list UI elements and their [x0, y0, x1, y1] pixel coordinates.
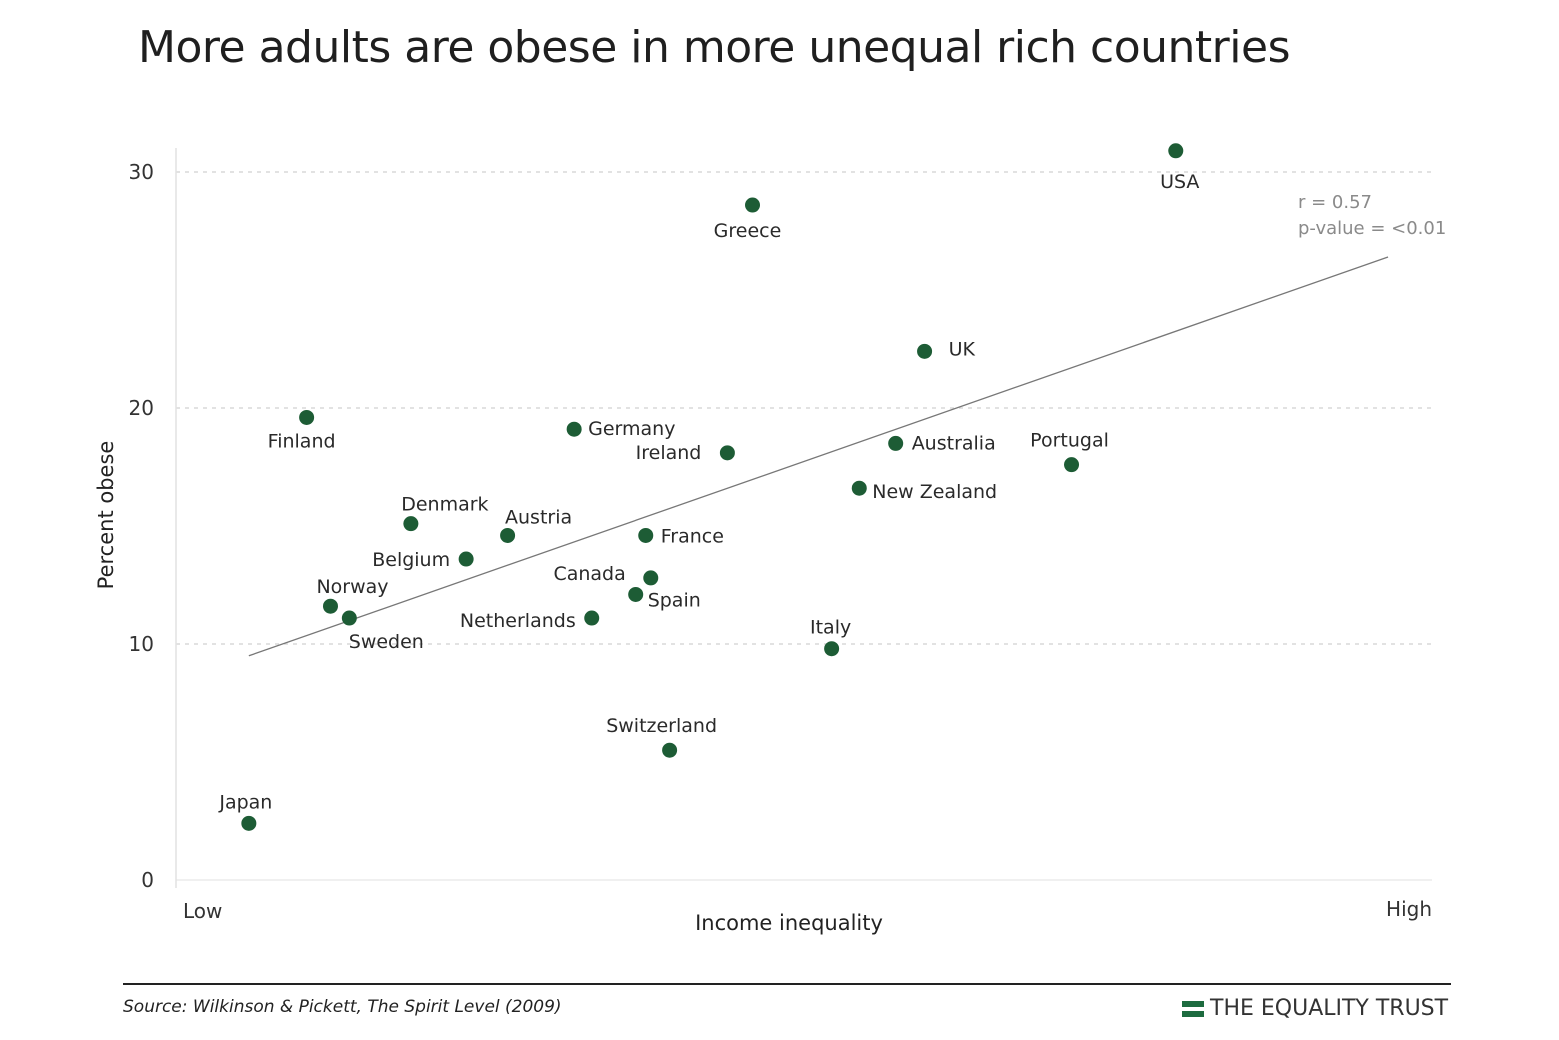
point-new-zealand	[851, 480, 867, 496]
x-axis-title: Income inequality	[695, 911, 883, 935]
point-italy	[824, 641, 840, 657]
point-label-netherlands: Netherlands	[460, 610, 576, 632]
point-label-switzerland: Switzerland	[606, 715, 717, 737]
point-denmark	[403, 516, 419, 532]
point-finland	[299, 409, 315, 425]
stat-p-label: p-value = <0.01	[1298, 218, 1446, 239]
point-france	[638, 527, 654, 543]
point-label-usa: USA	[1160, 171, 1199, 193]
chart-title: More adults are obese in more unequal ri…	[138, 22, 1291, 73]
point-label-portugal: Portugal	[1030, 430, 1109, 452]
point-label-austria: Austria	[505, 506, 572, 528]
point-label-new-zealand: New Zealand	[872, 481, 997, 503]
point-sweden	[341, 610, 357, 626]
scatter-chart: 0 10 20 30 Japan Finland Norway Sweden Denmark B…	[94, 143, 1446, 935]
point-label-finland: Finland	[268, 430, 336, 452]
point-spain	[628, 586, 644, 602]
point-label-canada: Canada	[553, 563, 625, 585]
point-canada	[643, 570, 659, 586]
point-austria	[500, 527, 516, 543]
point-label-japan: Japan	[218, 791, 272, 813]
point-label-denmark: Denmark	[401, 494, 488, 516]
point-label-germany: Germany	[588, 418, 675, 440]
point-belgium	[458, 551, 474, 567]
point-australia	[888, 435, 904, 451]
point-label-spain: Spain	[648, 589, 701, 611]
equals-logo-icon	[1182, 1000, 1204, 1017]
point-label-norway: Norway	[316, 576, 388, 598]
point-portugal	[1064, 457, 1080, 473]
point-label-italy: Italy	[810, 617, 851, 639]
footer-divider	[123, 983, 1451, 985]
brand-name: THE EQUALITY TRUST	[1210, 996, 1449, 1021]
y-tick-label-0: 0	[141, 868, 154, 892]
point-ireland	[719, 445, 735, 461]
point-label-greece: Greece	[714, 220, 782, 242]
y-tick-label-30: 30	[129, 160, 154, 184]
point-japan	[241, 815, 257, 831]
point-label-australia: Australia	[912, 432, 996, 454]
y-tick-labels: 0 10 20 30	[129, 160, 154, 892]
stat-r-label: r = 0.57	[1298, 192, 1372, 213]
point-norway	[322, 598, 338, 614]
y-tick-label-10: 10	[129, 632, 154, 656]
point-germany	[566, 421, 582, 437]
brand-logo: THE EQUALITY TRUST	[1182, 996, 1448, 1021]
point-greece	[745, 197, 761, 213]
point-uk	[917, 343, 933, 359]
point-label-sweden: Sweden	[349, 631, 424, 653]
gridlines	[176, 171, 1432, 881]
point-usa	[1168, 143, 1184, 159]
point-label-belgium: Belgium	[372, 549, 450, 571]
trend-line	[248, 256, 1389, 657]
y-axis-title: Percent obese	[94, 441, 118, 590]
x-tick-high: High	[1386, 897, 1432, 921]
point-netherlands	[584, 610, 600, 626]
point-switzerland	[662, 742, 678, 758]
x-tick-low: Low	[183, 899, 222, 923]
point-label-ireland: Ireland	[636, 442, 702, 464]
point-label-france: France	[661, 525, 724, 547]
data-points	[241, 143, 1184, 831]
point-labels: Japan Finland Norway Sweden Denmark Belgium Au…	[218, 171, 1199, 814]
point-label-uk: UK	[949, 338, 976, 360]
source-citation: Source: Wilkinson & Pickett, The Spirit …	[123, 997, 562, 1017]
y-tick-label-20: 20	[129, 396, 154, 420]
